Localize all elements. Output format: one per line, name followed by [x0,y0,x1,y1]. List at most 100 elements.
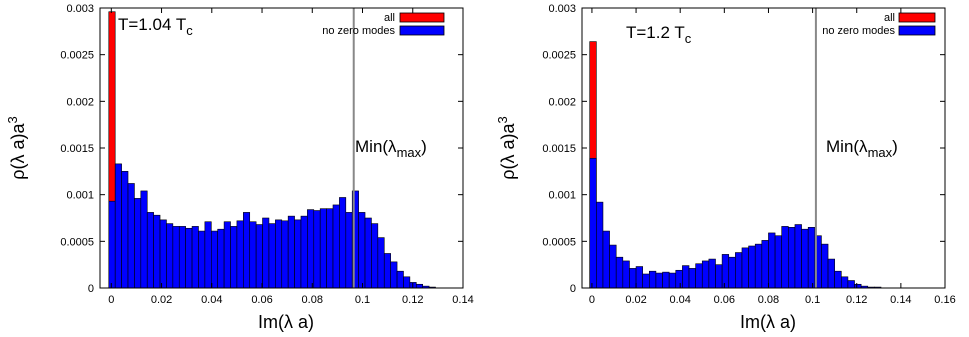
xtick-label-left-2: 0.04 [201,294,222,306]
bar-nozero-left-44 [390,261,398,289]
bar-nozero-right-14 [682,265,690,289]
bar-nozero-left-16 [210,230,218,289]
bar-nozero-right-38 [840,276,849,289]
bar-nozero-left-33 [319,208,327,289]
bar-nozero-left-27 [281,220,289,289]
bar-nozero-right-1 [596,201,604,289]
bar-nozero-right-15 [688,268,696,289]
bar-nozero-right-2 [602,230,610,289]
bar-nozero-right-26 [761,240,769,289]
bar-nozero-right-10 [655,272,663,289]
xtick-label-left-7: 0.14 [452,294,473,306]
bar-nozero-right-39 [847,280,855,289]
xtick-label-right-2: 0.04 [669,294,690,306]
xlabel-right: Im(λ a) [740,312,796,332]
legend-label-nozero-right: no zero modes [822,25,895,37]
bar-nozero-right-33 [807,227,816,289]
annotation-right: T=1.2 Tc [626,23,692,46]
bar-nozero-left-3 [127,183,135,289]
bar-nozero-right-21 [728,256,736,289]
xtick-label-left-6: 0.12 [402,294,423,306]
bar-nozero-right-25 [754,243,763,289]
bar-nozero-left-35 [332,204,340,289]
bar-nozero-left-30 [300,215,308,289]
bar-nozero-left-1 [114,163,122,289]
bar-nozero-left-36 [339,197,347,289]
chart-left: 0 0.02 0.04 0.06 0.08 0.1 0.12 0.14 0 0.0005 0.00… [5,3,474,332]
bar-nozero-left-26 [275,219,283,289]
bar-nozero-right-12 [668,272,677,289]
bar-nozero-right-8 [642,273,650,289]
bar-nozero-left-25 [268,223,276,289]
bar-nozero-right-11 [662,271,670,289]
xlabel-left: Im(λ a) [258,312,314,332]
legend-swatch-all-right [898,12,936,23]
bar-nozero-left-39 [358,212,366,289]
bar-nozero-left-11 [178,226,186,289]
xtick-label-right-1: 0.02 [625,294,646,306]
bar-nozero-right-18 [708,258,716,289]
bars-right [589,41,882,289]
legend-right: all no zero modes [822,12,936,37]
bar-nozero-left-21 [243,212,251,289]
bar-nozero-right-35 [821,243,829,289]
bar-nozero-left-48 [415,283,423,289]
bar-nozero-right-28 [774,235,783,289]
bar-nozero-right-30 [788,227,796,289]
legend-swatch-nozero-left [399,25,445,36]
bar-nozero-left-14 [198,230,206,289]
ytick-label-right-5: 0.0025 [542,50,576,62]
bar-nozero-left-40 [364,217,372,289]
bar-nozero-right-22 [735,252,743,289]
bar-nozero-right-6 [629,268,637,289]
ytick-label-left-0: 0 [88,283,94,295]
ytick-label-left-2: 0.001 [66,190,94,202]
xtick-label-left-4: 0.08 [302,294,323,306]
bar-nozero-left-4 [134,198,142,289]
xtick-label-right-6: 0.12 [846,294,867,306]
ytick-label-left-6: 0.003 [66,3,94,15]
xtick-label-right-5: 0.1 [805,294,820,306]
xtick-label-right-8: 0.16 [934,294,955,306]
bar-nozero-left-23 [255,224,263,289]
bar-nozero-left-2 [121,171,129,289]
bar-nozero-right-36 [827,258,835,289]
xtick-label-right-0: 0 [589,294,595,306]
annotation-left: T=1.04 Tc [118,15,193,38]
bar-nozero-left-41 [371,223,379,289]
bar-nozero-right-17 [701,260,710,289]
xticks-right: 0 0.02 0.04 0.06 0.08 0.1 0.12 0.14 0.16 [589,8,956,306]
xtick-label-right-4: 0.08 [758,294,779,306]
bar-nozero-left-22 [249,221,257,289]
bar-nozero-right-13 [675,269,683,289]
bar-nozero-left-17 [217,228,225,289]
bar-nozero-right-32 [801,228,809,289]
bar-nozero-left-37 [345,212,353,289]
bar-nozero-left-20 [236,220,244,289]
chart-right: 0 0.02 0.04 0.06 0.08 0.1 0.12 0.14 0.16 0 0.0005… [495,3,956,332]
bar-nozero-right-37 [834,270,842,289]
ytick-label-left-1: 0.0005 [60,236,94,248]
bar-nozero-right-20 [721,254,730,289]
ytick-label-left-3: 0.0015 [60,143,94,155]
bar-nozero-right-16 [695,263,703,289]
bar-nozero-left-6 [146,212,154,289]
bar-nozero-left-19 [230,226,238,289]
xtick-label-left-1: 0.02 [151,294,172,306]
bar-nozero-left-24 [262,217,270,289]
bar-nozero-left-28 [287,215,295,289]
bar-nozero-right-7 [635,266,643,289]
ytick-label-right-1: 0.0005 [542,236,576,248]
bar-nozero-left-43 [383,253,391,289]
ytick-label-right-2: 0.001 [548,190,576,202]
bar-nozero-left-32 [313,210,321,289]
bar-nozero-right-4 [615,256,624,289]
bars-left [108,11,436,289]
xticks-left: 0 0.02 0.04 0.06 0.08 0.1 0.12 0.14 [108,8,474,306]
bar-nozero-right-24 [748,245,756,289]
bar-nozero-left-45 [396,270,404,289]
bar-nozero-left-10 [172,226,180,289]
vline-label-right: Min(λmax) [826,137,898,160]
ytick-label-right-3: 0.0015 [542,143,576,155]
